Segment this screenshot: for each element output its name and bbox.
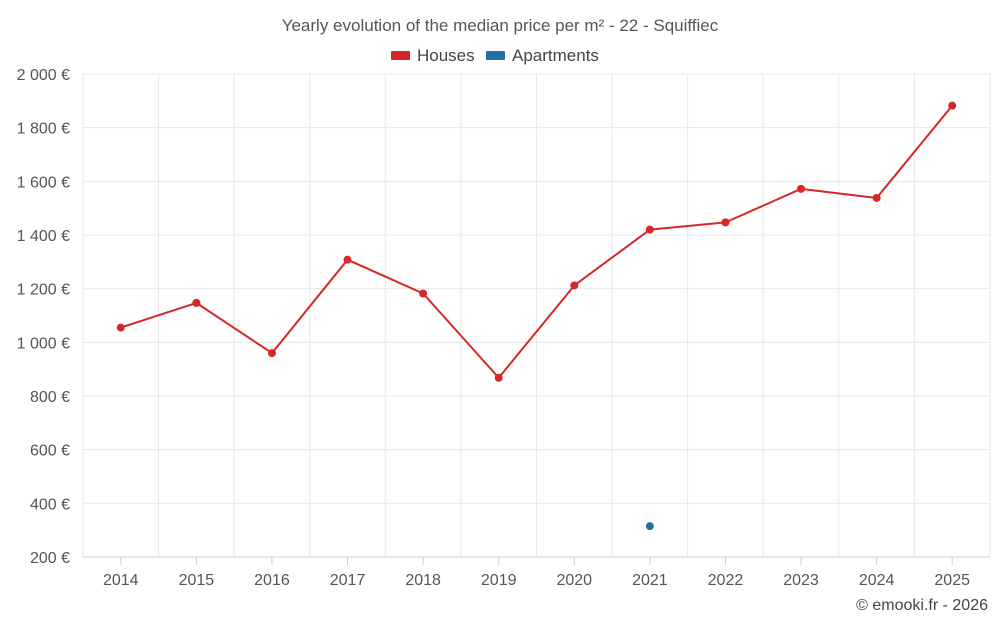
- chart-title: Yearly evolution of the median price per…: [282, 16, 719, 35]
- data-point-houses[interactable]: [192, 298, 201, 307]
- y-tick-label: 1 200 €: [17, 282, 70, 299]
- x-tick-label: 2016: [254, 572, 290, 589]
- x-tick-label: 2019: [481, 572, 517, 589]
- legend-label-houses: Houses: [417, 46, 475, 65]
- y-tick-label: 1 400 €: [17, 228, 70, 245]
- series-houses: [116, 101, 957, 382]
- data-point-apartments[interactable]: [645, 522, 654, 531]
- x-tick-label: 2020: [556, 572, 592, 589]
- data-point-houses[interactable]: [872, 193, 881, 202]
- y-axis-ticks: 200 € 400 € 600 € 800 € 1 000 € 1 200 € 1 400 …: [17, 67, 70, 567]
- data-point-houses[interactable]: [948, 101, 957, 110]
- data-point-houses[interactable]: [419, 289, 428, 298]
- x-tick-label: 2023: [783, 572, 819, 589]
- y-tick-label: 800 €: [30, 389, 70, 406]
- legend-item-houses[interactable]: Houses: [391, 46, 475, 65]
- gridlines: [82, 73, 991, 558]
- x-tick-label: 2017: [330, 572, 366, 589]
- y-tick-label: 600 €: [30, 443, 70, 460]
- legend: Houses Apartments: [391, 46, 599, 65]
- x-tick-label: 2022: [708, 572, 744, 589]
- data-point-houses[interactable]: [343, 255, 352, 264]
- series-line-houses: [120, 105, 953, 379]
- y-tick-label: 200 €: [30, 550, 70, 567]
- legend-label-apartments: Apartments: [512, 46, 599, 65]
- x-tick-label: 2014: [103, 572, 139, 589]
- credit-text: © emooki.fr - 2026: [856, 597, 988, 614]
- data-point-houses[interactable]: [267, 349, 276, 358]
- x-tick-label: 2024: [859, 572, 895, 589]
- x-tick-label: 2018: [405, 572, 441, 589]
- data-point-houses[interactable]: [116, 323, 125, 332]
- series: [116, 101, 957, 531]
- y-tick-label: 2 000 €: [17, 67, 70, 84]
- x-tick-label: 2025: [934, 572, 970, 589]
- data-point-houses[interactable]: [797, 184, 806, 193]
- legend-swatch-houses: [391, 51, 410, 60]
- data-point-houses[interactable]: [645, 225, 654, 234]
- data-point-houses[interactable]: [494, 373, 503, 382]
- legend-item-apartments[interactable]: Apartments: [486, 46, 599, 65]
- y-tick-label: 1 800 €: [17, 121, 70, 138]
- y-tick-label: 1 000 €: [17, 335, 70, 352]
- x-tick-label: 2015: [179, 572, 215, 589]
- series-apartments: [645, 522, 654, 531]
- y-tick-label: 1 600 €: [17, 174, 70, 191]
- data-point-houses[interactable]: [721, 218, 730, 227]
- y-tick-label: 400 €: [30, 496, 70, 513]
- legend-swatch-apartments: [486, 51, 505, 60]
- x-tick-label: 2021: [632, 572, 668, 589]
- x-axis-ticks: 2014 2015 2016 2017 2018 2019 2020 2021 2022 2023…: [103, 557, 970, 589]
- data-point-houses[interactable]: [570, 281, 579, 290]
